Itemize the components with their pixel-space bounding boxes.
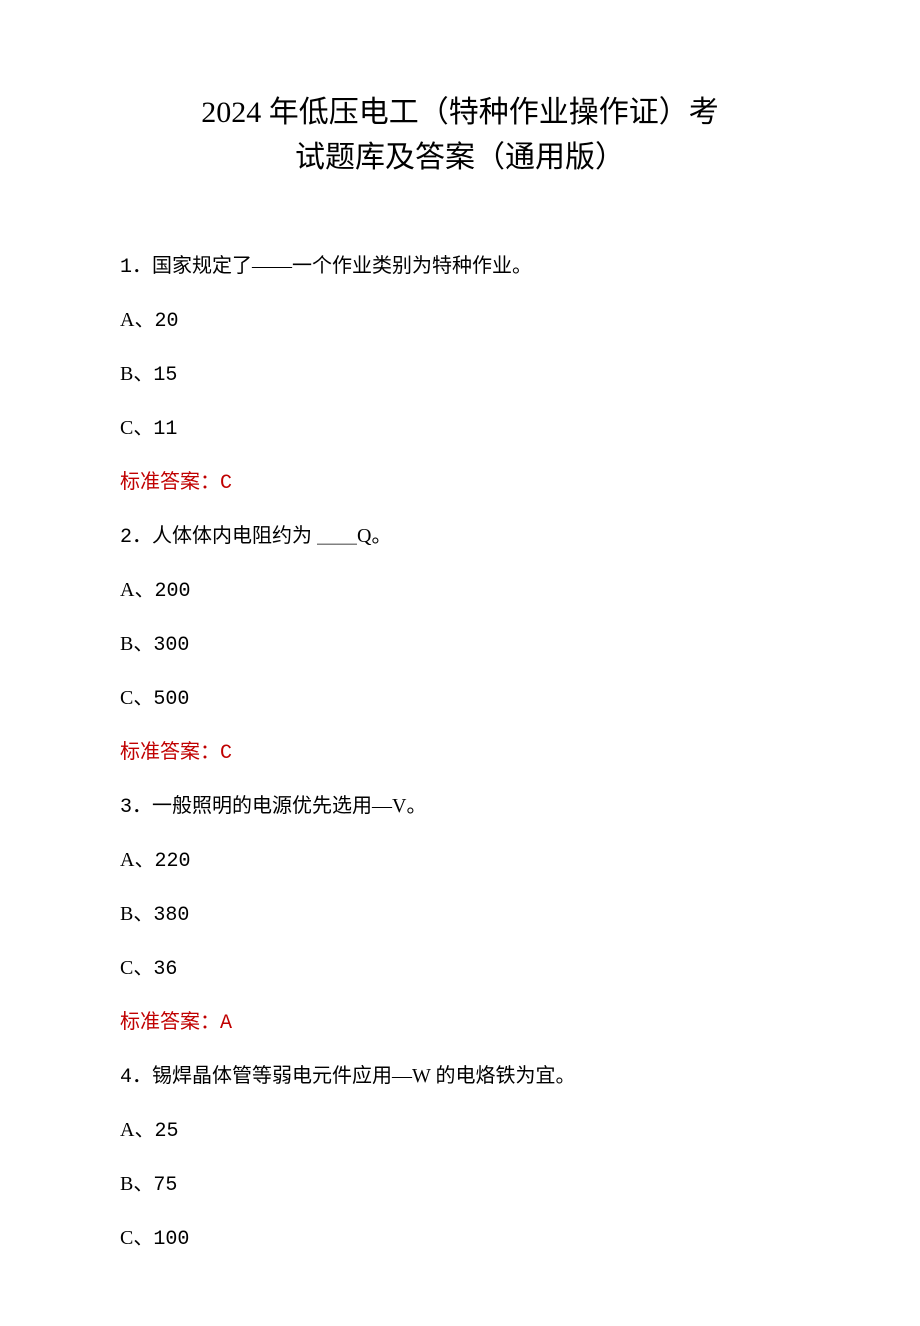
option-value: 200 <box>154 580 190 603</box>
option-value: 25 <box>154 1120 178 1143</box>
option-label: B、 <box>120 363 153 385</box>
question-text: 4．锡焊晶体管等弱电元件应用—W 的电烙铁为宜。 <box>120 1050 800 1104</box>
option-a: A、20 <box>120 294 800 348</box>
answer-line: 标准答案：C <box>120 456 800 510</box>
answer-line: 标准答案：C <box>120 726 800 780</box>
option-label: C、 <box>120 1227 153 1249</box>
option-label: A、 <box>120 309 154 331</box>
option-label: C、 <box>120 687 153 709</box>
answer-label: 标准答案： <box>120 1011 220 1033</box>
option-b: B、300 <box>120 618 800 672</box>
answer-label: 标准答案： <box>120 741 220 763</box>
option-b: B、380 <box>120 888 800 942</box>
document-content: 1．国家规定了——一个作业类别为特种作业。 A、20 B、15 C、11 标准答… <box>120 240 800 1266</box>
answer-value: C <box>220 472 232 495</box>
question-text: 2．人体体内电阻约为 ＿＿Q。 <box>120 510 800 564</box>
answer-value: A <box>220 1012 232 1035</box>
question-body: ．人体体内电阻约为 ＿＿Q。 <box>132 525 391 547</box>
question-text: 1．国家规定了——一个作业类别为特种作业。 <box>120 240 800 294</box>
question-body: ．锡焊晶体管等弱电元件应用—W 的电烙铁为宜。 <box>132 1065 576 1087</box>
option-b: B、15 <box>120 348 800 402</box>
option-label: A、 <box>120 849 154 871</box>
option-c: C、100 <box>120 1212 800 1266</box>
option-label: C、 <box>120 957 153 979</box>
question-body: ．国家规定了——一个作业类别为特种作业。 <box>132 255 532 277</box>
question-number: 2 <box>120 526 132 549</box>
option-a: A、220 <box>120 834 800 888</box>
option-value: 380 <box>153 904 189 927</box>
option-value: 500 <box>153 688 189 711</box>
answer-line: 标准答案：A <box>120 996 800 1050</box>
option-value: 36 <box>153 958 177 981</box>
option-label: A、 <box>120 1119 154 1141</box>
option-label: B、 <box>120 1173 153 1195</box>
option-value: 300 <box>153 634 189 657</box>
option-value: 220 <box>154 850 190 873</box>
option-b: B、75 <box>120 1158 800 1212</box>
option-label: A、 <box>120 579 154 601</box>
question-number: 4 <box>120 1066 132 1089</box>
option-label: B、 <box>120 633 153 655</box>
option-c: C、36 <box>120 942 800 996</box>
answer-label: 标准答案： <box>120 471 220 493</box>
option-c: C、11 <box>120 402 800 456</box>
question-text: 3．一般照明的电源优先选用—V。 <box>120 780 800 834</box>
option-label: B、 <box>120 903 153 925</box>
option-a: A、200 <box>120 564 800 618</box>
question-body: ．一般照明的电源优先选用—V。 <box>132 795 426 817</box>
title-line-2: 试题库及答案（通用版） <box>295 141 625 174</box>
answer-value: C <box>220 742 232 765</box>
option-value: 15 <box>153 364 177 387</box>
option-a: A、25 <box>120 1104 800 1158</box>
document-title: 2024 年低压电工（特种作业操作证）考 试题库及答案（通用版） <box>120 90 800 180</box>
option-value: 75 <box>153 1174 177 1197</box>
title-line-1: 2024 年低压电工（特种作业操作证）考 <box>201 96 719 129</box>
option-value: 100 <box>153 1228 189 1251</box>
question-number: 1 <box>120 256 132 279</box>
option-label: C、 <box>120 417 153 439</box>
option-value: 11 <box>153 418 177 441</box>
option-c: C、500 <box>120 672 800 726</box>
option-value: 20 <box>154 310 178 333</box>
question-number: 3 <box>120 796 132 819</box>
